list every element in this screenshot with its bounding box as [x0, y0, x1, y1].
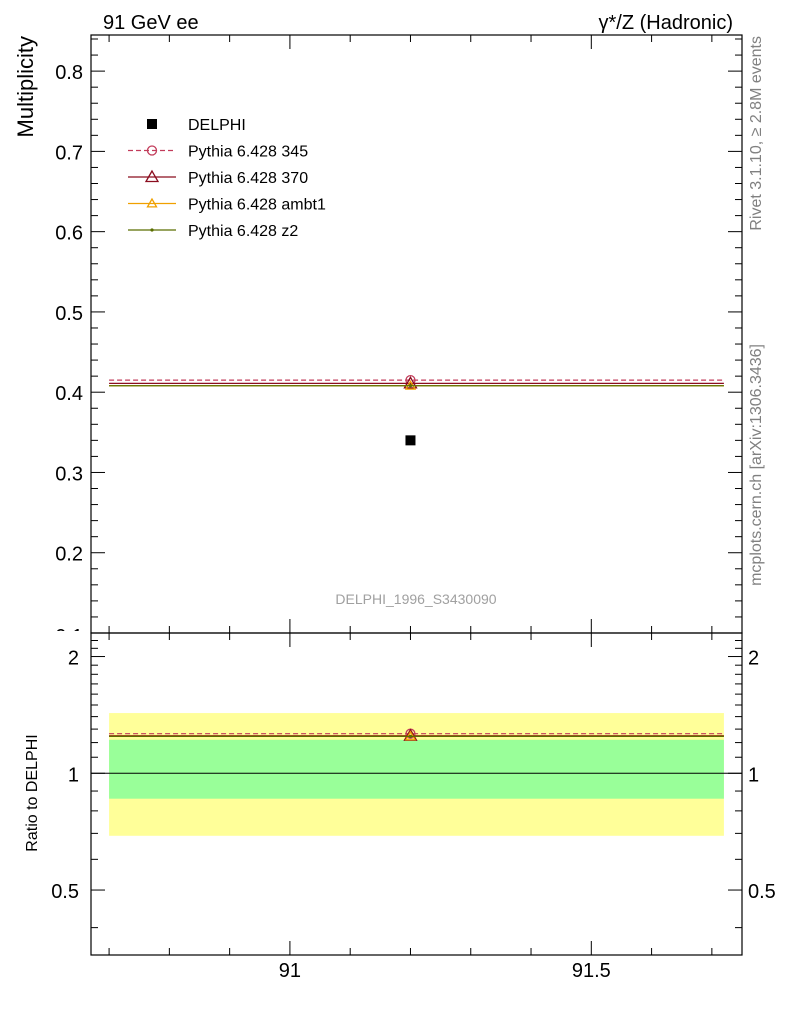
- main-panel-marks: [109, 375, 724, 446]
- ratio-y-tick-label-right-1: 1: [748, 764, 759, 786]
- analysis-label: DELPHI_1996_S3430090: [335, 591, 496, 607]
- side-label-rivet: Rivet 3.1.10, ≥ 2.8M events: [748, 36, 765, 231]
- ratio-y-tick-label-left-2: 2: [68, 648, 79, 670]
- ratio-band-1: [109, 739, 724, 799]
- main-y-tick-label-cut: 0.1: [55, 626, 83, 648]
- ratio-y-tick-label-right-2: 2: [748, 648, 759, 670]
- main-y-tick-label-1: 0.3: [55, 463, 83, 485]
- y-axis-label-main: Multiplicity: [13, 36, 38, 137]
- main-y-tick-label-6: 0.8: [55, 62, 83, 84]
- ratio-y-tick-label-right-0: 0.5: [748, 881, 776, 903]
- legend-marker-1: [146, 145, 158, 156]
- legend-marker-3: [146, 197, 158, 208]
- legend: DELPHI Pythia 6.428 345 Pythia 6.428 370 Py…: [128, 117, 326, 240]
- ratio-panel-marks: [91, 728, 742, 774]
- header-left-label: 91 GeV ee: [103, 12, 199, 34]
- main-y-tick-label-0: 0.2: [55, 544, 83, 566]
- legend-marker-2: [144, 169, 160, 183]
- legend-label-2: Pythia 6.428 370: [188, 170, 308, 187]
- legend-item-0: DELPHI: [147, 117, 246, 134]
- ratio-panel-frame: [90, 632, 743, 956]
- legend-item-2: Pythia 6.428 370: [128, 169, 308, 187]
- main-y-tick-label-5: 0.7: [55, 142, 83, 164]
- main-panel-axes: 0.2 0.3 0.4 0.5 0.6 0.7 0.8 0.1: [55, 34, 743, 648]
- legend-item-1: Pythia 6.428 345: [128, 144, 308, 161]
- main-data-point-3-0: [408, 384, 413, 388]
- main-y-tick-label-3: 0.5: [55, 303, 83, 325]
- legend-label-4: Pythia 6.428 z2: [188, 223, 298, 240]
- side-label-mcplots: mcplots.cern.ch [arXiv:1306.3436]: [748, 344, 765, 586]
- legend-marker-4: [150, 228, 154, 232]
- ratio-y-tick-label-left-0: 0.5: [51, 881, 79, 903]
- ratio-panel-bands: [109, 713, 724, 836]
- legend-label-3: Pythia 6.428 ambt1: [188, 197, 326, 214]
- legend-item-4: Pythia 6.428 z2: [128, 223, 298, 240]
- legend-marker-0: [147, 119, 157, 129]
- ratio-data-point-3-0: [408, 734, 413, 738]
- main-y-tick-label-4: 0.6: [55, 223, 83, 245]
- ratio-y-tick-label-left-1: 1: [68, 764, 79, 786]
- main-data-point-1-0: [403, 376, 418, 389]
- ratio-panel-axes: 0.5 0.5 1 1 2 2 91 91.5: [51, 632, 776, 982]
- legend-label-1: Pythia 6.428 345: [188, 144, 308, 161]
- x-tick-label-1: 91.5: [572, 960, 611, 982]
- main-y-tick-label-2: 0.4: [55, 383, 83, 405]
- main-data-point-delphi-0: [405, 435, 416, 446]
- legend-label-0: DELPHI: [188, 117, 246, 134]
- y-axis-label-ratio: Ratio to DELPHI: [24, 734, 41, 851]
- header-right-label: γ*/Z (Hadronic): [599, 12, 733, 34]
- legend-item-3: Pythia 6.428 ambt1: [128, 197, 326, 214]
- x-tick-label-0: 91: [279, 960, 301, 982]
